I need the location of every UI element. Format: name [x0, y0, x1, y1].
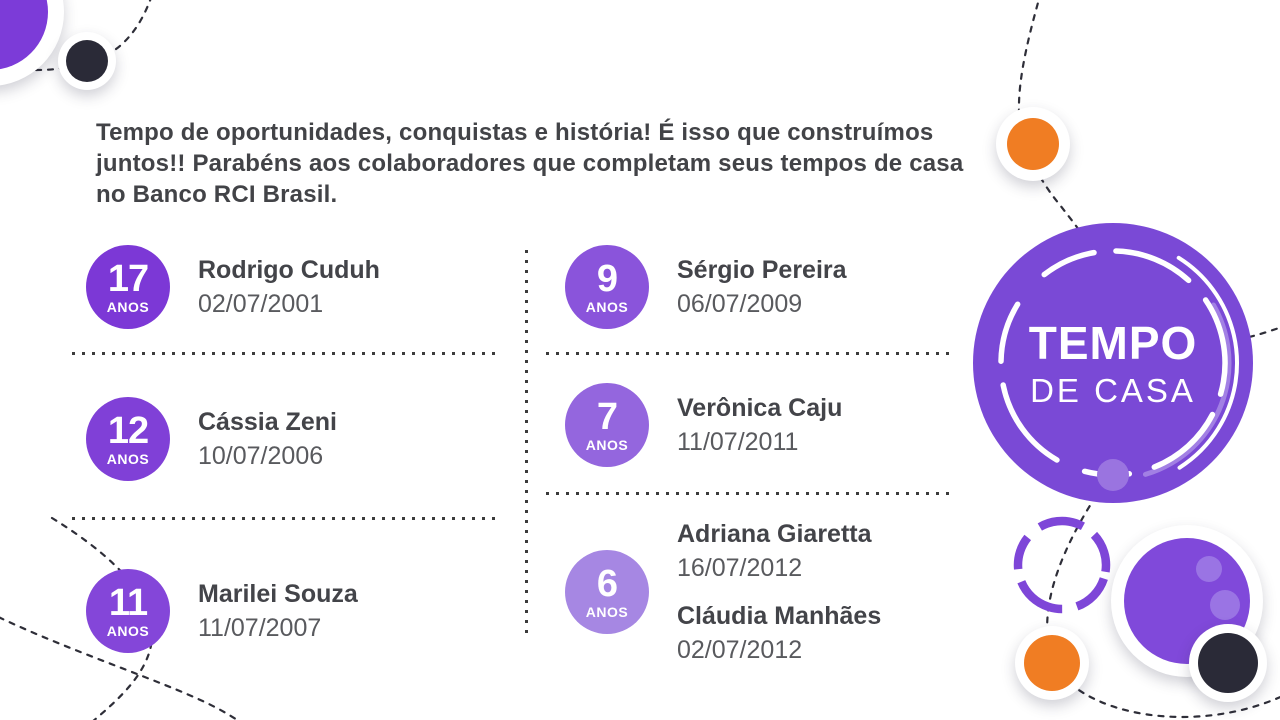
- years-number: 17: [107, 258, 149, 300]
- tenure-entry-7-anos: 7 ANOS Verônica Caju 11/07/2011: [565, 383, 842, 467]
- intro-text: Tempo de oportunidades, conquistas e his…: [96, 119, 964, 208]
- tenure-entry-11-anos: 11 ANOS Marilei Souza 11/07/2007: [86, 569, 358, 653]
- years-label: ANOS: [585, 604, 629, 620]
- tenure-entry-12-anos: 12 ANOS Cássia Zeni 10/07/2006: [86, 397, 337, 481]
- dashed-curve-top-right: [1017, 0, 1088, 242]
- employee-name: Adriana Giaretta: [677, 520, 872, 548]
- dashed-curve-right: [1247, 326, 1280, 339]
- employee-date: 02/07/2001: [198, 290, 324, 318]
- employee-name: Verônica Caju: [677, 394, 843, 422]
- decor-circle-navy-bottom-right: [1189, 624, 1267, 702]
- employee-date: 10/07/2006: [198, 442, 324, 470]
- employee-date: 02/07/2012: [677, 636, 803, 664]
- years-badge: 17 ANOS: [86, 245, 170, 329]
- badge-title: TEMPO: [1028, 316, 1198, 369]
- tenure-entry-9-anos: 9 ANOS Sérgio Pereira 06/07/2009: [565, 245, 847, 329]
- years-label: ANOS: [585, 299, 629, 315]
- decor-circle-orange-top-right: [996, 107, 1070, 181]
- column-divider-dotted: [525, 250, 528, 638]
- employee-date: 11/07/2011: [677, 428, 799, 456]
- years-label: ANOS: [106, 623, 150, 639]
- bubble-decoration: [1196, 556, 1222, 582]
- employee-name: Cássia Zeni: [198, 408, 337, 436]
- tenure-entry-6-anos: 6 ANOS Adriana Giaretta 16/07/2012 Cláud…: [565, 517, 881, 667]
- employee-name: Marilei Souza: [198, 580, 358, 608]
- years-badge: 9 ANOS: [565, 245, 649, 329]
- years-label: ANOS: [106, 451, 150, 467]
- years-number: 12: [107, 410, 149, 452]
- separator-dotted: [72, 352, 502, 355]
- badge-ring-decoration: [987, 237, 1239, 491]
- years-badge: 11 ANOS: [86, 569, 170, 653]
- years-number: 9: [596, 258, 618, 300]
- years-badge: 7 ANOS: [565, 383, 649, 467]
- dashed-curve-bottom-left-1: [50, 516, 154, 720]
- years-label: ANOS: [106, 299, 150, 315]
- years-number: 6: [596, 563, 618, 605]
- years-badge: 12 ANOS: [86, 397, 170, 481]
- employee-date: 11/07/2007: [198, 614, 322, 642]
- dashed-curve-bottom-left-2: [0, 616, 239, 720]
- tempo-de-casa-badge: TEMPO DE CASA: [973, 223, 1253, 503]
- badge-subtitle: DE CASA: [1030, 371, 1196, 409]
- years-badge: 6 ANOS: [565, 550, 649, 634]
- employee-name: Rodrigo Cuduh: [198, 256, 380, 284]
- bubble-decoration: [1210, 590, 1240, 620]
- years-number: 7: [596, 396, 618, 438]
- employee-date: 06/07/2009: [677, 290, 803, 318]
- years-number: 11: [108, 582, 148, 624]
- separator-dotted: [546, 492, 956, 495]
- decor-circle-navy-top-left: [58, 32, 116, 90]
- years-label: ANOS: [585, 437, 629, 453]
- tenure-entry-17-anos: 17 ANOS Rodrigo Cuduh 02/07/2001: [86, 245, 380, 329]
- employee-name: Cláudia Manhães: [677, 602, 882, 630]
- dashed-purple-ring: [1013, 516, 1111, 614]
- decor-circle-purple-top-left: [0, 0, 64, 86]
- employee-date: 16/07/2012: [677, 554, 803, 582]
- separator-dotted: [546, 352, 956, 355]
- decor-circle-orange-bottom-right: [1015, 626, 1089, 700]
- separator-dotted: [72, 517, 502, 520]
- employee-name: Sérgio Pereira: [677, 256, 847, 284]
